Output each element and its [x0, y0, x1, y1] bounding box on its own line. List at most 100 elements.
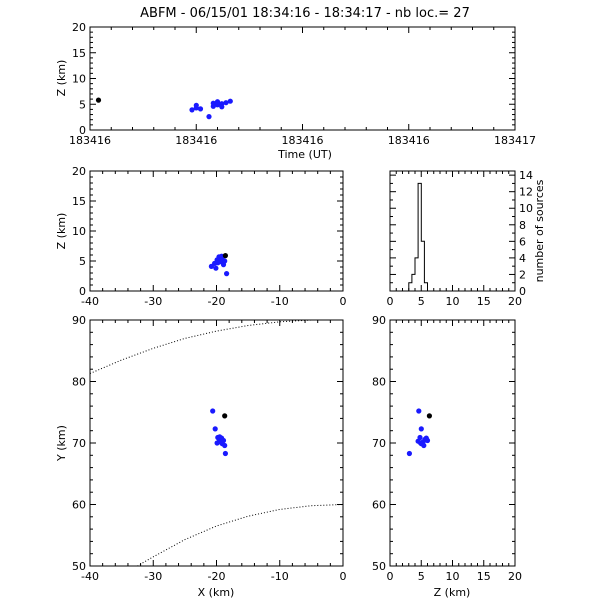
- y-tick-label: 50: [72, 560, 86, 573]
- plan-view-ylabel: Y (km): [55, 425, 68, 462]
- panel-height-y: 0 5 10 15 20 50 60 70 80 90 Z (km): [372, 314, 522, 599]
- x-tick-label: 0: [340, 570, 347, 583]
- time-height-ticks: 183416 183416 183416 183416 183417 0 5 10 15 20: [69, 21, 536, 147]
- figure-title: ABFM - 06/15/01 18:34:16 - 18:34:17 - nb…: [140, 6, 470, 21]
- range-ring-inner: [137, 504, 344, 567]
- height-y-xlabel: Z (km): [434, 586, 471, 599]
- y-tick-label: 14: [519, 169, 533, 182]
- time-height-xlabel: Time (UT): [277, 148, 332, 161]
- x-tick-label: -30: [144, 570, 162, 583]
- source-point: [406, 450, 412, 457]
- x-tick-label: 0: [340, 295, 347, 308]
- panel-time-height: 183416 183416 183416 183416 183417 0 5 10 15 20 T…: [55, 21, 536, 161]
- source-point: [219, 435, 225, 441]
- source-point: [214, 99, 221, 105]
- x-tick-label: 5: [418, 295, 425, 308]
- y-tick-label: 20: [72, 165, 86, 178]
- x-tick-label: 5: [418, 570, 425, 583]
- height-y-points: [406, 408, 432, 457]
- plan-view-points: [210, 408, 228, 457]
- y-tick-label: 12: [519, 186, 533, 199]
- source-point: [213, 265, 219, 271]
- height-y-frame: [389, 319, 516, 567]
- y-tick-label: 10: [72, 73, 86, 86]
- source-point: [210, 100, 216, 106]
- x-tick-label: -40: [81, 295, 99, 308]
- x-tick-label: -10: [271, 295, 289, 308]
- histogram-frame: [389, 170, 516, 292]
- source-point: [212, 426, 218, 432]
- y-tick-label: 60: [372, 499, 386, 512]
- source-point: [423, 435, 429, 441]
- y-tick-label: 70: [372, 437, 386, 450]
- highlight-source-point: [95, 97, 102, 103]
- x-tick-label: 183416: [175, 134, 217, 147]
- highlight-source-point: [426, 413, 432, 419]
- y-tick-label: 2: [519, 268, 526, 281]
- source-point: [227, 98, 233, 104]
- y-tick-label: 15: [72, 195, 86, 208]
- x-tick-label: 15: [477, 295, 491, 308]
- histogram-outline: [408, 182, 428, 291]
- x-tick-label: 0: [387, 570, 394, 583]
- source-point: [222, 450, 228, 457]
- x-height-points: [208, 253, 230, 277]
- x-tick-label: -40: [81, 570, 99, 583]
- plan-view-ticks: -40 -30 -20 -10 0 50 60 70 80 90: [72, 314, 347, 583]
- y-tick-label: 60: [72, 499, 86, 512]
- source-point: [224, 271, 230, 277]
- x-tick-label: 183416: [388, 134, 430, 147]
- panel-x-height: -40 -30 -20 -10 0 0 5 10 15 20 Z (km): [55, 165, 347, 308]
- source-point: [206, 114, 212, 120]
- x-tick-label: 183416: [69, 134, 111, 147]
- source-point: [416, 408, 422, 414]
- source-point: [214, 440, 220, 446]
- panel-plan-view: -40 -30 -20 -10 0 50 60 70 80 90 X (km) Y (km): [55, 314, 347, 599]
- x-height-frame: [89, 170, 344, 292]
- x-tick-label: 20: [508, 295, 522, 308]
- time-height-ylabel: Z (km): [55, 60, 68, 97]
- histogram-ylabel: number of sources: [533, 179, 546, 282]
- x-tick-label: 15: [477, 570, 491, 583]
- y-tick-label: 20: [72, 21, 86, 34]
- plan-view-xlabel: X (km): [198, 586, 235, 599]
- y-tick-label: 10: [72, 225, 86, 238]
- source-point: [193, 102, 199, 108]
- y-tick-label: 90: [372, 314, 386, 327]
- x-tick-label: 0: [387, 295, 394, 308]
- source-point: [222, 258, 228, 264]
- plan-view-range-rings: [89, 319, 344, 567]
- y-tick-label: 10: [519, 202, 533, 215]
- source-point: [418, 426, 424, 432]
- source-point: [215, 260, 221, 266]
- y-tick-label: 50: [372, 560, 386, 573]
- x-tick-label: -10: [271, 570, 289, 583]
- x-tick-label: 10: [446, 295, 460, 308]
- y-tick-label: 5: [79, 255, 86, 268]
- x-tick-label: -20: [208, 295, 226, 308]
- y-tick-label: 4: [519, 252, 526, 265]
- source-point: [197, 106, 204, 112]
- x-tick-label: 183417: [494, 134, 536, 147]
- source-point: [222, 442, 228, 449]
- y-tick-label: 5: [79, 98, 86, 111]
- time-height-frame: [89, 26, 516, 131]
- x-tick-label: 183416: [282, 134, 324, 147]
- range-ring-outer: [89, 319, 312, 374]
- source-point: [210, 408, 216, 414]
- y-tick-label: 90: [72, 314, 86, 327]
- y-tick-label: 0: [79, 285, 86, 298]
- y-tick-label: 80: [72, 376, 86, 389]
- x-tick-label: 20: [508, 570, 522, 583]
- y-tick-label: 8: [519, 219, 526, 232]
- source-point: [418, 440, 424, 446]
- highlight-source-point: [222, 413, 228, 419]
- y-tick-label: 80: [372, 376, 386, 389]
- x-tick-label: 10: [446, 570, 460, 583]
- source-point: [219, 104, 225, 110]
- time-height-points: [95, 97, 233, 120]
- source-point: [223, 100, 229, 106]
- y-tick-label: 15: [72, 47, 86, 60]
